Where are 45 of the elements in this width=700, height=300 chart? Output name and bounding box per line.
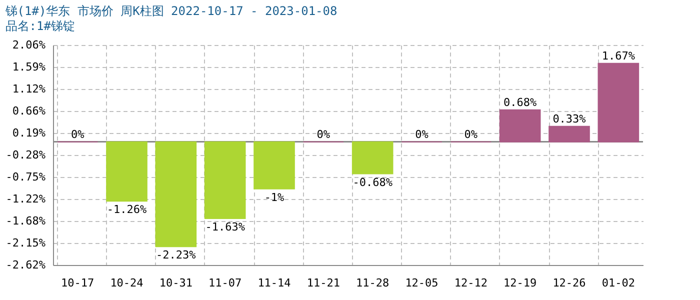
- bar: [254, 141, 295, 190]
- data-label: 0%: [316, 128, 330, 141]
- x-tick-label: 01-02: [602, 276, 635, 290]
- bar: [499, 109, 541, 142]
- data-label: -1.63%: [205, 220, 246, 234]
- y-tick-label: 0.19%: [12, 126, 46, 140]
- x-tick-label: 12-26: [552, 276, 586, 290]
- x-tick-label: 11-07: [208, 276, 242, 290]
- y-tick-label: -0.28%: [6, 148, 46, 162]
- chart-title: 锑(1#)华东 市场价 周K柱图 2022-10-17 - 2023-01-08: [4, 4, 338, 18]
- data-label: 0.68%: [504, 96, 538, 109]
- bar: [204, 141, 246, 219]
- y-tick-label: -2.62%: [6, 258, 46, 272]
- x-tick-label: 11-14: [258, 276, 292, 290]
- y-tick-label: -0.75%: [6, 170, 46, 184]
- y-tick-label: -1.68%: [6, 214, 46, 228]
- x-tick-label: 10-31: [159, 276, 192, 290]
- bar: [352, 141, 394, 174]
- data-label: -1%: [264, 190, 285, 204]
- bar: [155, 141, 197, 248]
- chart-subtitle: 品名:1#锑锭: [5, 19, 75, 33]
- data-label: -1.26%: [106, 203, 147, 216]
- data-label: 0%: [464, 128, 478, 141]
- y-tick-label: -1.22%: [6, 192, 46, 206]
- x-tick-label: 11-21: [306, 276, 340, 290]
- bar: [598, 62, 640, 142]
- data-label: 0%: [70, 128, 85, 141]
- y-tick-label: 1.12%: [12, 82, 46, 96]
- bar: [548, 126, 590, 142]
- y-tick-label: 1.59%: [12, 60, 46, 74]
- data-label: 0.33%: [552, 112, 586, 126]
- data-label: 1.67%: [602, 49, 636, 62]
- x-tick-label: 12-12: [454, 276, 488, 290]
- data-label: -0.68%: [352, 176, 393, 189]
- bar: [106, 141, 148, 202]
- x-tick-label: 12-19: [504, 276, 537, 290]
- data-label: -2.23%: [156, 248, 196, 262]
- x-tick-label: 10-17: [61, 276, 94, 290]
- x-tick-label: 12-05: [405, 276, 438, 290]
- x-tick-label: 10-24: [110, 276, 144, 290]
- y-tick-label: 2.06%: [12, 38, 46, 52]
- y-tick-label: 0.66%: [12, 104, 46, 118]
- data-label: 0%: [415, 128, 429, 141]
- x-tick-label: 11-28: [356, 276, 390, 290]
- y-tick-label: -2.15%: [6, 236, 46, 250]
